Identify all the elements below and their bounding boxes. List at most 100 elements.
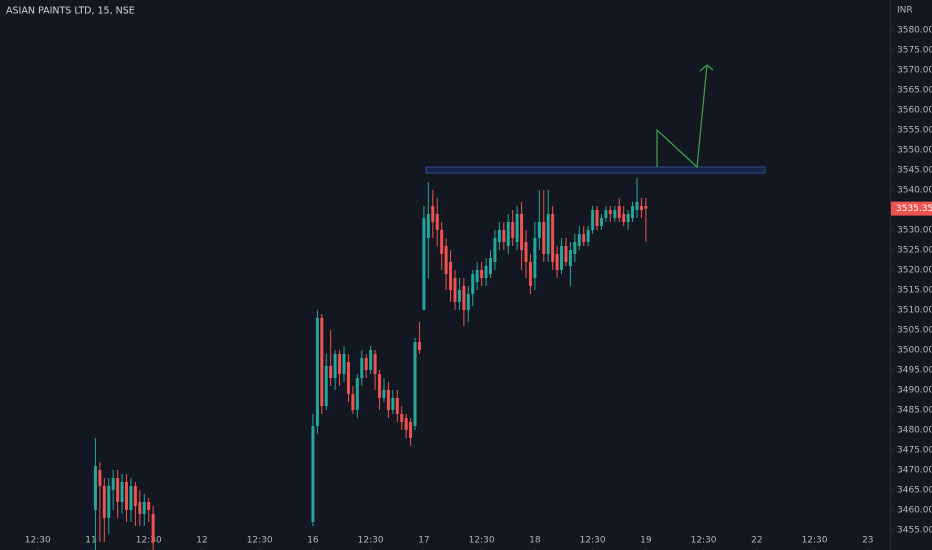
candle xyxy=(400,406,404,430)
candle-body xyxy=(395,398,399,414)
y-tick-label: 3480.00 xyxy=(897,426,932,436)
chart-title: ASIAN PAINTS LTD, 15, NSE xyxy=(6,6,135,17)
candle xyxy=(138,490,142,526)
candle xyxy=(449,250,453,302)
candle-body xyxy=(644,206,648,209)
candle-body xyxy=(524,242,528,262)
candle-body xyxy=(422,218,426,310)
candle xyxy=(533,222,537,290)
candle xyxy=(360,350,364,386)
y-tick-label: 3540.00 xyxy=(897,186,932,196)
candle-body xyxy=(471,274,475,294)
y-tick-label: 3485.00 xyxy=(897,406,932,416)
candle xyxy=(475,262,479,290)
candle xyxy=(342,346,346,382)
candle-body xyxy=(324,366,328,406)
candle-body xyxy=(435,214,439,230)
candle xyxy=(386,382,390,418)
candle-body xyxy=(635,202,639,210)
candle-body xyxy=(391,398,395,410)
candle xyxy=(142,494,146,526)
candle xyxy=(373,350,377,390)
candle xyxy=(635,178,639,218)
candle xyxy=(644,198,648,242)
x-tick-label: 12:30 xyxy=(580,536,606,546)
candle-body xyxy=(502,230,506,242)
candle-body xyxy=(617,206,621,218)
candle xyxy=(107,478,111,534)
candle xyxy=(355,374,359,418)
x-tick-label: 23 xyxy=(862,536,873,546)
x-tick-label: 12:30 xyxy=(802,536,828,546)
candle xyxy=(351,386,355,414)
candle-body xyxy=(555,254,559,270)
y-tick-label: 3470.00 xyxy=(897,466,932,476)
y-tick-label: 3525.00 xyxy=(897,246,932,256)
candle xyxy=(586,226,590,246)
candle xyxy=(324,354,328,410)
candle-body xyxy=(147,502,151,510)
candle xyxy=(626,210,630,230)
candle xyxy=(542,190,546,262)
y-tick-label: 3580.00 xyxy=(897,26,932,36)
candle xyxy=(617,198,621,222)
candle-body xyxy=(520,214,524,250)
candle xyxy=(431,190,435,238)
candle xyxy=(560,238,564,274)
candle xyxy=(422,206,426,310)
y-tick-label: 3565.00 xyxy=(897,86,932,96)
candle-body xyxy=(639,206,643,210)
candle-body xyxy=(560,246,564,270)
candle-body xyxy=(351,394,355,410)
candle-body xyxy=(404,418,408,430)
candle-body xyxy=(595,210,599,226)
x-tick-label: 19 xyxy=(640,536,652,546)
y-tick-label: 3500.00 xyxy=(897,346,932,356)
candle-body xyxy=(129,486,133,510)
candle-body xyxy=(120,482,124,502)
candle-body xyxy=(599,218,603,226)
candle xyxy=(369,346,373,374)
arrow-path[interactable] xyxy=(656,64,708,169)
candle-body xyxy=(449,262,453,290)
candle xyxy=(582,226,586,246)
candle xyxy=(129,478,133,522)
y-tick-label: 3530.00 xyxy=(897,226,932,236)
candle-body xyxy=(311,426,315,522)
candle-body xyxy=(511,222,515,238)
resistance-zone[interactable] xyxy=(425,166,766,174)
candle xyxy=(116,470,120,518)
last-price-label: 3535.35 xyxy=(896,204,932,214)
candle xyxy=(151,506,155,550)
y-tick-label: 3520.00 xyxy=(897,266,932,276)
arrow-head[interactable] xyxy=(699,64,714,72)
y-tick-label: 3455.00 xyxy=(897,526,932,536)
candle xyxy=(604,206,608,222)
x-tick-label: 11 xyxy=(85,536,96,546)
candle-body xyxy=(484,266,488,278)
candle-body xyxy=(315,318,319,426)
candle-body xyxy=(93,466,97,510)
candle-body xyxy=(431,206,435,222)
candle xyxy=(520,202,524,270)
y-tick-label: 3550.00 xyxy=(897,146,932,156)
candle-body xyxy=(586,230,590,242)
candle xyxy=(391,390,395,414)
candle-body xyxy=(116,478,120,502)
candle xyxy=(528,254,532,294)
candle xyxy=(311,414,315,526)
candle xyxy=(457,278,461,310)
candle-body xyxy=(329,366,333,378)
projection-arrow[interactable] xyxy=(656,64,714,169)
candle xyxy=(555,246,559,278)
candle-body xyxy=(608,210,612,214)
candle xyxy=(608,206,612,222)
candle xyxy=(568,242,572,286)
candle-body xyxy=(400,414,404,422)
x-tick-label: 12:30 xyxy=(358,536,384,546)
candle xyxy=(413,338,417,430)
candle xyxy=(577,226,581,250)
candle-body xyxy=(582,234,586,242)
candle-body xyxy=(533,238,537,278)
